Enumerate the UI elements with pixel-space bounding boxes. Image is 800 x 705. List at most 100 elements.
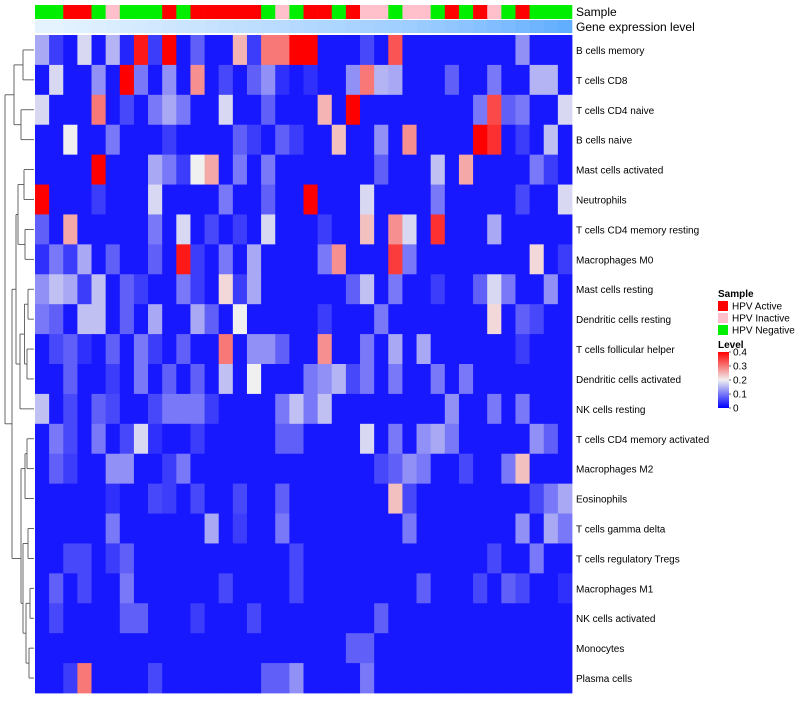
heatmap-cell [133, 304, 149, 335]
heatmap-cell [275, 184, 290, 215]
heatmap-cell [501, 35, 516, 66]
heatmap-cell [133, 154, 149, 185]
heatmap-cell [543, 184, 559, 215]
heatmap-cell [176, 543, 191, 574]
heatmap-cell [487, 423, 502, 455]
heatmap-cell [190, 184, 205, 215]
heatmap-cell [430, 274, 446, 305]
heatmap-cell [557, 214, 573, 245]
heatmap-cell [388, 663, 403, 694]
heatmap-cell [105, 453, 121, 485]
heatmap-cell [148, 304, 163, 335]
heatmap-cell [543, 244, 559, 275]
heatmap-cell [473, 393, 488, 425]
heatmap-cell [49, 334, 64, 365]
heatmap-cell [557, 393, 573, 425]
heatmap-cell [204, 483, 220, 514]
heatmap-cell [416, 663, 432, 694]
heatmap-cell [91, 633, 107, 664]
heatmap-cell [77, 423, 92, 455]
sample-annotation-cell [557, 5, 573, 19]
gene-expression-annotation-cell [317, 20, 333, 33]
row-label: NK cells resting [576, 405, 645, 416]
heatmap-cell [374, 304, 389, 335]
heatmap-cell [148, 244, 163, 275]
sample-annotation-track [35, 5, 573, 19]
heatmap-cell [388, 274, 403, 305]
heatmap-cell [317, 244, 333, 275]
heatmap-cell [105, 603, 121, 634]
heatmap-cell [119, 573, 135, 604]
heatmap-cell [303, 423, 319, 455]
heatmap-cell [35, 154, 50, 185]
heatmap-cell [232, 214, 248, 245]
heatmap-cell [402, 274, 417, 305]
heatmap-cell [289, 633, 304, 664]
heatmap-cell [543, 35, 559, 66]
heatmap-cell [317, 35, 333, 66]
gene-expression-annotation-cell [218, 20, 234, 33]
sample-legend-swatch [718, 301, 728, 311]
heatmap-cell [162, 573, 177, 604]
heatmap-cell [515, 274, 530, 305]
gene-expression-annotation-cell [133, 20, 149, 33]
heatmap-cell [275, 274, 290, 305]
heatmap-cell [176, 663, 191, 694]
row-label: T cells regulatory Tregs [576, 554, 680, 565]
heatmap-cell [543, 573, 559, 604]
heatmap-cell [133, 124, 149, 156]
heatmap-cell [458, 94, 474, 126]
heatmap-cell [430, 154, 446, 185]
heatmap-cell [543, 483, 559, 514]
heatmap-cell [148, 483, 163, 514]
heatmap-cell [275, 663, 290, 694]
heatmap-cell [49, 573, 64, 604]
heatmap-cell [261, 573, 276, 604]
heatmap-cell [303, 364, 319, 395]
sample-annotation-cell [289, 5, 304, 19]
heatmap-cell [331, 154, 347, 185]
heatmap-cell [515, 453, 530, 485]
heatmap-cell [303, 393, 319, 425]
heatmap-cell [261, 124, 276, 156]
heatmap-cell [529, 244, 545, 275]
heatmap-cell [49, 214, 64, 245]
heatmap-cell [289, 154, 304, 185]
heatmap-cell [416, 244, 432, 275]
gene-expression-annotation-cell [148, 20, 163, 33]
heatmap-cell [331, 423, 347, 455]
heatmap-cell [35, 393, 50, 425]
heatmap-cell [63, 35, 78, 66]
heatmap-cell [360, 124, 375, 156]
heatmap-cell [119, 483, 135, 514]
heatmap-cell [289, 453, 304, 485]
heatmap-cell [529, 423, 545, 455]
heatmap-cell [119, 513, 135, 544]
heatmap-cell [557, 423, 573, 455]
heatmap-cell [458, 35, 474, 66]
gene-expression-annotation-cell [176, 20, 191, 33]
heatmap-cell [49, 35, 64, 66]
gene-expression-annotation-cell [49, 20, 64, 33]
heatmap-cell [529, 513, 545, 544]
heatmap-cell [119, 64, 135, 96]
heatmap-cell [345, 184, 361, 215]
heatmap-cell [218, 543, 234, 574]
heatmap-cell [261, 513, 276, 544]
heatmap-cell [275, 35, 290, 66]
heatmap-cell [49, 663, 64, 694]
heatmap-cell [289, 364, 304, 395]
heatmap-cell [91, 364, 107, 395]
sample-legend-swatch [718, 313, 728, 323]
heatmap-cell [176, 393, 191, 425]
heatmap-cell [543, 423, 559, 455]
heatmap-cell [148, 214, 163, 245]
heatmap-cell [162, 453, 177, 485]
heatmap-cell [444, 214, 460, 245]
heatmap-cell [473, 244, 488, 275]
heatmap-cell [77, 573, 92, 604]
heatmap-cell [430, 603, 446, 634]
heatmap-cell [218, 304, 234, 335]
heatmap-cell [148, 334, 163, 365]
